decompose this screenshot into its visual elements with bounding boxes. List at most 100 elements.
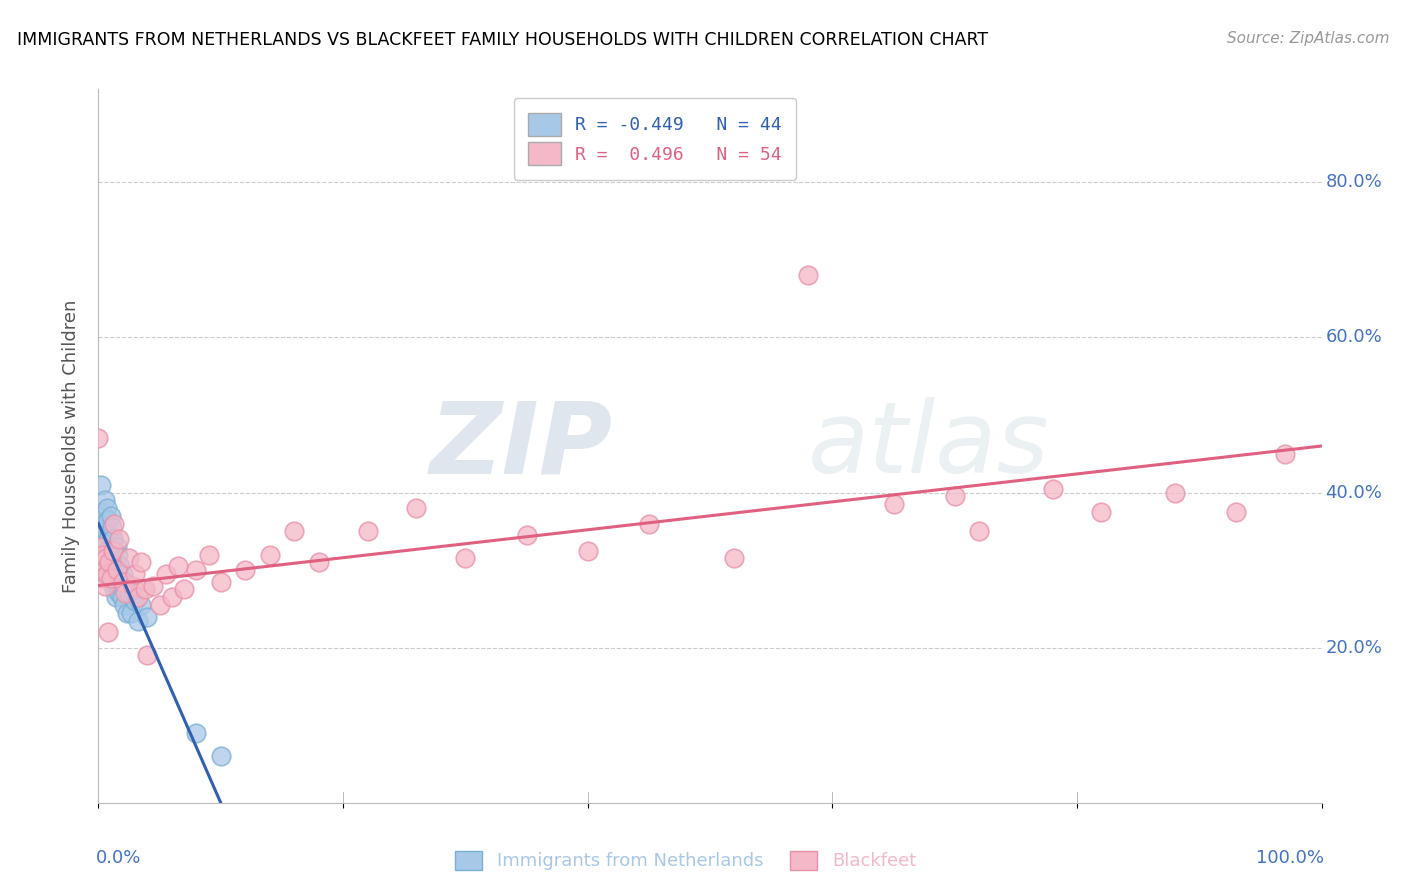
Point	[101, 563, 124, 577]
Point	[134, 582, 156, 597]
Point	[91, 516, 114, 531]
Point	[87, 566, 110, 581]
Point	[94, 551, 117, 566]
Point	[91, 548, 114, 562]
Point	[101, 520, 124, 534]
Point	[90, 520, 112, 534]
Point	[93, 540, 115, 554]
Point	[943, 490, 966, 504]
Point	[127, 591, 149, 605]
Point	[454, 551, 477, 566]
Point	[576, 543, 599, 558]
Point	[91, 505, 114, 519]
Point	[97, 559, 120, 574]
Point	[259, 548, 281, 562]
Point	[96, 501, 118, 516]
Point	[149, 598, 172, 612]
Text: atlas: atlas	[808, 398, 1049, 494]
Text: IMMIGRANTS FROM NETHERLANDS VS BLACKFEET FAMILY HOUSEHOLDS WITH CHILDREN CORRELA: IMMIGRANTS FROM NETHERLANDS VS BLACKFEET…	[17, 31, 988, 49]
Point	[89, 559, 111, 574]
Point	[160, 591, 183, 605]
Point	[91, 571, 114, 585]
Point	[967, 524, 990, 539]
Point	[105, 579, 128, 593]
Point	[98, 528, 121, 542]
Point	[104, 591, 127, 605]
Point	[101, 574, 124, 589]
Point	[173, 582, 195, 597]
Point	[93, 493, 115, 508]
Y-axis label: Family Households with Children: Family Households with Children	[62, 300, 80, 592]
Point	[142, 579, 165, 593]
Point	[1225, 505, 1247, 519]
Point	[405, 501, 427, 516]
Point	[103, 543, 125, 558]
Point	[120, 606, 142, 620]
Point	[112, 598, 135, 612]
Point	[121, 579, 143, 593]
Point	[87, 548, 110, 562]
Point	[1090, 505, 1112, 519]
Point	[114, 586, 136, 600]
Point	[111, 591, 134, 605]
Point	[515, 528, 537, 542]
Point	[110, 559, 132, 574]
Point	[209, 574, 232, 589]
Point	[124, 566, 146, 581]
Point	[308, 555, 330, 569]
Text: Source: ZipAtlas.com: Source: ZipAtlas.com	[1226, 31, 1389, 46]
Point	[111, 566, 134, 581]
Point	[105, 540, 128, 554]
Point	[1164, 485, 1187, 500]
Point	[883, 497, 905, 511]
Point	[118, 586, 141, 600]
Point	[93, 579, 115, 593]
Point	[1274, 447, 1296, 461]
Point	[94, 524, 117, 539]
Point	[97, 625, 120, 640]
Point	[356, 524, 378, 539]
Point	[87, 555, 110, 569]
Point	[118, 551, 141, 566]
Point	[91, 555, 114, 569]
Point	[186, 563, 208, 577]
Point	[104, 555, 127, 569]
Point	[100, 508, 122, 523]
Point	[124, 594, 146, 608]
Legend: Immigrants from Netherlands, Blackfeet: Immigrants from Netherlands, Blackfeet	[446, 842, 925, 880]
Point	[637, 516, 661, 531]
Point	[100, 551, 122, 566]
Point	[87, 431, 110, 445]
Point	[96, 566, 118, 581]
Point	[101, 532, 124, 546]
Point	[111, 574, 134, 589]
Point	[129, 598, 152, 612]
Point	[105, 563, 128, 577]
Point	[96, 543, 118, 558]
Point	[108, 586, 131, 600]
Point	[108, 532, 131, 546]
Point	[103, 582, 125, 597]
Point	[103, 516, 125, 531]
Text: 80.0%: 80.0%	[1326, 173, 1382, 191]
Point	[197, 548, 219, 562]
Point	[136, 609, 159, 624]
Point	[186, 726, 208, 740]
Point	[97, 513, 120, 527]
Point	[283, 524, 305, 539]
Point	[100, 571, 122, 585]
Point	[107, 548, 129, 562]
Point	[127, 614, 149, 628]
Point	[90, 477, 112, 491]
Point	[209, 749, 232, 764]
Point	[98, 566, 121, 581]
Text: 20.0%: 20.0%	[1326, 639, 1382, 657]
Point	[98, 555, 121, 569]
Point	[114, 574, 136, 589]
Point	[723, 551, 745, 566]
Point	[167, 559, 190, 574]
Text: ZIP: ZIP	[429, 398, 612, 494]
Point	[90, 540, 112, 554]
Point	[136, 648, 159, 663]
Text: 100.0%: 100.0%	[1256, 849, 1324, 867]
